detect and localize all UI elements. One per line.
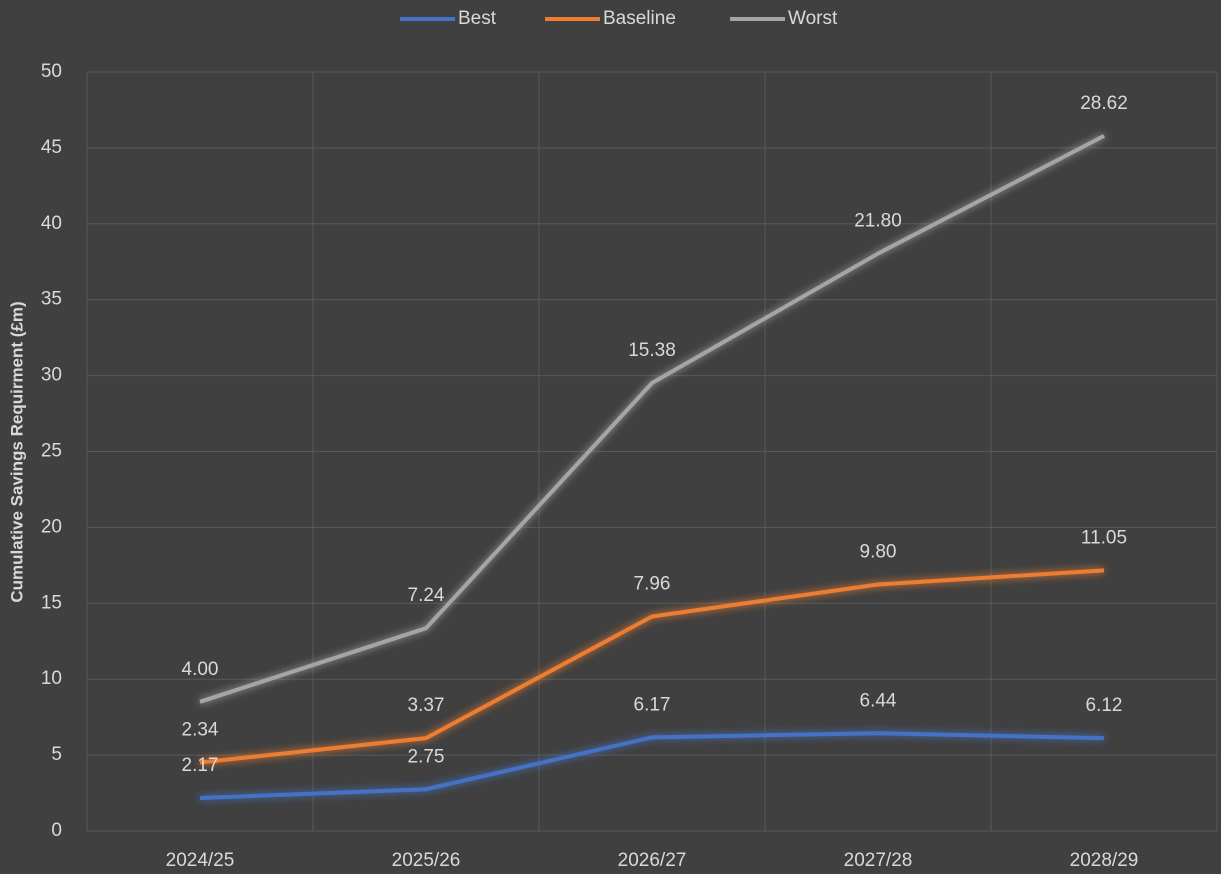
- data-label: 9.80: [860, 541, 897, 562]
- x-tick-label: 2027/28: [844, 850, 913, 871]
- y-tick-label: 40: [41, 213, 62, 234]
- series-line: [199, 134, 1105, 704]
- data-label: 2.17: [182, 755, 219, 776]
- y-tick-label: 0: [51, 820, 62, 841]
- data-label: 6.12: [1086, 695, 1123, 716]
- legend-label: Worst: [788, 8, 838, 29]
- y-tick-label: 10: [41, 668, 62, 689]
- data-label: 2.75: [408, 746, 445, 767]
- y-tick-label: 45: [41, 137, 62, 158]
- x-tick-label: 2028/29: [1070, 850, 1139, 871]
- data-label: 3.37: [408, 695, 445, 716]
- y-tick-label: 50: [41, 61, 62, 82]
- data-label: 7.96: [634, 574, 671, 595]
- data-label: 7.24: [408, 585, 445, 606]
- legend-label: Best: [458, 8, 497, 29]
- data-label: 15.38: [628, 340, 676, 361]
- x-tick-label: 2024/25: [166, 850, 235, 871]
- y-tick-label: 35: [41, 289, 62, 310]
- data-label: 6.44: [860, 690, 897, 711]
- data-label: 28.62: [1080, 93, 1128, 114]
- y-tick-label: 20: [41, 516, 62, 537]
- data-label: 4.00: [182, 659, 219, 680]
- data-label: 2.34: [182, 720, 219, 741]
- y-tick-label: 25: [41, 441, 62, 462]
- y-tick-label: 30: [41, 365, 62, 386]
- x-tick-label: 2026/27: [618, 850, 687, 871]
- x-tick-label: 2025/26: [392, 850, 461, 871]
- series-line: [199, 731, 1105, 801]
- data-label: 6.17: [634, 694, 671, 715]
- y-tick-label: 5: [51, 744, 62, 765]
- series-line: [199, 568, 1105, 765]
- y-axis-title: Cumulative Savings Requirment (£m): [7, 301, 26, 602]
- y-tick-label: 15: [41, 592, 62, 613]
- data-label: 11.05: [1081, 527, 1127, 548]
- legend-label: Baseline: [603, 8, 676, 29]
- data-label: 21.80: [854, 211, 902, 232]
